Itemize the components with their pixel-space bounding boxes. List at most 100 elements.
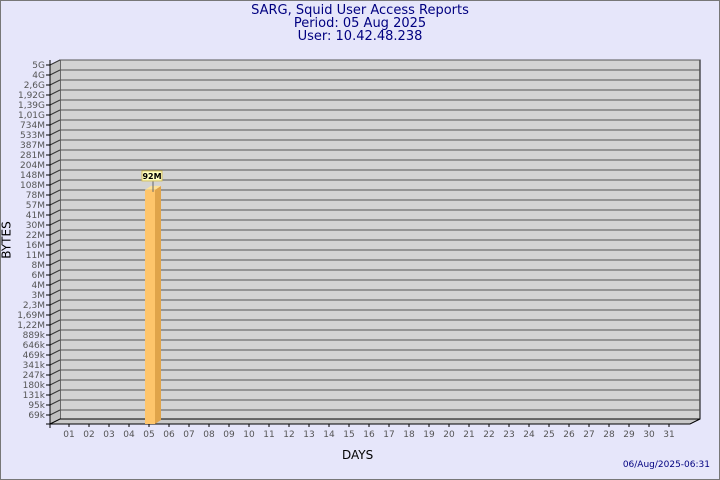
gridline-diagonal xyxy=(49,319,61,326)
x-tick-label: 07 xyxy=(183,430,194,440)
x-tick-label: 13 xyxy=(303,430,314,440)
gridline-diagonal xyxy=(49,349,61,356)
y-tick-label: 16M xyxy=(26,241,45,251)
chart-period: Period: 05 Aug 2025 xyxy=(293,16,427,31)
gridline-diagonal xyxy=(49,149,61,156)
x-axis-label: DAYS xyxy=(342,448,374,462)
y-tick-label: 4M xyxy=(32,281,46,291)
x-tick-label: 23 xyxy=(503,430,514,440)
y-tick-label: 22M xyxy=(26,231,45,241)
x-tick-label: 16 xyxy=(363,430,375,440)
chart-user: User: 10.42.48.238 xyxy=(297,29,423,44)
gridline-diagonal xyxy=(49,279,61,286)
gridline-diagonal xyxy=(49,389,61,396)
gridline-diagonal xyxy=(49,159,61,166)
y-tick-label: 646k xyxy=(23,341,46,351)
gridline-diagonal xyxy=(49,299,61,306)
gridline-diagonal xyxy=(49,89,61,96)
x-tick-label: 01 xyxy=(63,430,74,440)
gridline-diagonal xyxy=(49,119,61,126)
y-tick-label: 889k xyxy=(23,331,46,341)
gridline-diagonal xyxy=(49,99,61,106)
x-tick-label: 30 xyxy=(643,430,655,440)
x-tick-label: 25 xyxy=(543,430,554,440)
y-tick-label: 2,6G xyxy=(24,81,45,91)
gridline-diagonal xyxy=(49,339,61,346)
y-tick-label: 57M xyxy=(26,201,45,211)
y-tick-label: 3M xyxy=(32,291,46,301)
gridline-diagonal xyxy=(49,229,61,236)
y-tick-label: 131k xyxy=(23,391,46,401)
gridline-diagonal xyxy=(49,249,61,256)
chart-title: SARG, Squid User Access Reports xyxy=(251,3,469,18)
y-tick-label: 4G xyxy=(32,71,45,81)
y-tick-label: 533M xyxy=(20,131,45,141)
y-tick-label: 5G xyxy=(32,61,45,71)
y-tick-label: 341k xyxy=(23,361,46,371)
x-tick-label: 14 xyxy=(323,430,335,440)
x-tick-label: 17 xyxy=(383,430,394,440)
y-tick-label: 11M xyxy=(26,251,45,261)
gridline-diagonal xyxy=(49,139,61,146)
gridline-diagonal xyxy=(49,59,61,66)
gridline-diagonal xyxy=(49,409,61,416)
y-tick-label: 281M xyxy=(20,151,45,161)
gridline-diagonal xyxy=(49,169,61,176)
x-tick-label: 15 xyxy=(343,430,354,440)
bar xyxy=(145,189,155,424)
y-tick-label: 1,22M xyxy=(17,321,45,331)
x-tick-label: 03 xyxy=(103,430,114,440)
gridline-diagonal xyxy=(49,189,61,196)
gridline-diagonal xyxy=(49,69,61,76)
y-tick-label: 108M xyxy=(20,181,45,191)
x-tick-label: 05 xyxy=(143,430,154,440)
y-tick-label: 148M xyxy=(20,171,45,181)
x-tick-label: 12 xyxy=(283,430,294,440)
y-tick-label: 78M xyxy=(26,191,45,201)
gridline-diagonal xyxy=(49,309,61,316)
gridline-diagonal xyxy=(49,219,61,226)
x-tick-label: 27 xyxy=(583,430,594,440)
x-tick-label: 06 xyxy=(163,430,175,440)
x-tick-label: 28 xyxy=(603,430,615,440)
bar-side xyxy=(155,185,161,424)
gridline-diagonal xyxy=(49,289,61,296)
x-tick-label: 29 xyxy=(623,430,635,440)
y-tick-label: 1,01G xyxy=(18,111,45,121)
gridline-diagonal xyxy=(49,369,61,376)
y-tick-label: 95k xyxy=(28,401,45,411)
gridline-diagonal xyxy=(49,329,61,336)
x-tick-label: 09 xyxy=(223,430,235,440)
x-tick-label: 11 xyxy=(263,430,274,440)
x-tick-label: 26 xyxy=(563,430,575,440)
x-tick-label: 31 xyxy=(663,430,674,440)
y-tick-label: 469k xyxy=(23,351,46,361)
y-tick-label: 1,39G xyxy=(18,101,45,111)
gridline-diagonal xyxy=(49,209,61,216)
y-tick-label: 180k xyxy=(23,381,46,391)
gridline-diagonal xyxy=(49,109,61,116)
y-tick-label: 387M xyxy=(20,141,45,151)
x-tick-label: 20 xyxy=(443,430,455,440)
gridline-diagonal xyxy=(49,379,61,386)
generated-timestamp: 06/Aug/2025-06:31 xyxy=(622,460,710,470)
y-tick-label: 2,3M xyxy=(23,301,45,311)
y-tick-label: 734M xyxy=(20,121,45,131)
x-tick-label: 22 xyxy=(483,430,494,440)
y-axis-label: BYTES xyxy=(0,221,14,259)
y-tick-label: 1,69M xyxy=(17,311,45,321)
x-tick-label: 08 xyxy=(203,430,215,440)
gridline-diagonal xyxy=(49,359,61,366)
x-tick-label: 18 xyxy=(403,430,415,440)
y-tick-label: 6M xyxy=(32,271,46,281)
y-tick-label: 204M xyxy=(20,161,45,171)
y-tick-label: 30M xyxy=(26,221,45,231)
x-tick-label: 21 xyxy=(463,430,474,440)
x-tick-label: 02 xyxy=(83,430,94,440)
x-tick-label: 04 xyxy=(123,430,135,440)
data-label-box xyxy=(141,170,163,182)
gridline-diagonal xyxy=(49,79,61,86)
y-tick-label: 69k xyxy=(28,411,45,421)
gridline-diagonal xyxy=(49,239,61,246)
